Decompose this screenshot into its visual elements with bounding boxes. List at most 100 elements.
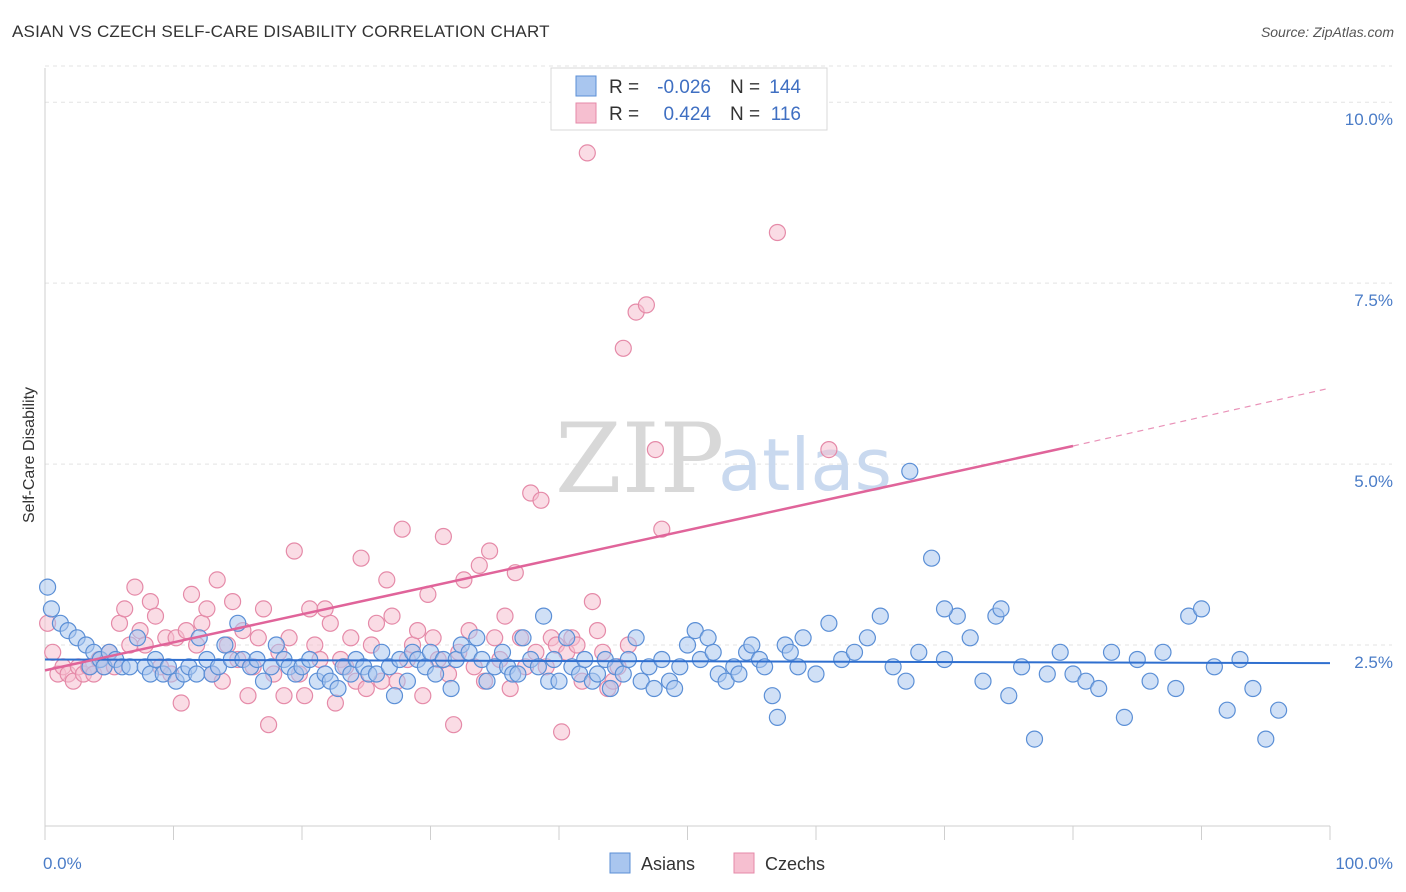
asian-point[interactable] <box>509 665 527 683</box>
czech-point[interactable] <box>141 592 159 611</box>
czech-point[interactable] <box>414 687 432 705</box>
czech-point[interactable] <box>653 520 671 538</box>
asian-point[interactable] <box>935 650 954 669</box>
asian-point[interactable] <box>632 672 650 690</box>
czech-point[interactable] <box>321 614 339 632</box>
asian-point[interactable] <box>935 600 954 618</box>
asian-point[interactable] <box>1102 643 1121 661</box>
asian-point[interactable] <box>1257 730 1275 748</box>
asian-point[interactable] <box>1038 665 1056 683</box>
asian-point[interactable] <box>1128 650 1146 669</box>
bottom-legend-czechs[interactable]: Czechs <box>765 854 825 874</box>
asian-point[interactable] <box>974 672 992 690</box>
asian-point[interactable] <box>1000 687 1018 705</box>
czech-point[interactable] <box>110 614 129 632</box>
asian-point[interactable] <box>254 672 273 690</box>
asian-point[interactable] <box>1192 600 1211 618</box>
czech-point[interactable] <box>393 520 411 538</box>
asian-point[interactable] <box>1154 643 1172 661</box>
asian-point[interactable] <box>807 665 825 683</box>
asian-point[interactable] <box>121 658 139 676</box>
czech-point[interactable] <box>126 578 144 596</box>
czech-point[interactable] <box>424 629 442 647</box>
asian-point[interactable] <box>1244 679 1262 698</box>
czech-point[interactable] <box>280 629 298 647</box>
czech-point[interactable] <box>182 585 201 604</box>
asian-point[interactable] <box>858 629 877 647</box>
czech-point[interactable] <box>532 491 550 509</box>
asian-point[interactable] <box>38 578 57 596</box>
czech-point[interactable] <box>445 716 463 734</box>
asian-point[interactable] <box>128 629 147 647</box>
czech-point[interactable] <box>172 694 190 712</box>
czech-point[interactable] <box>434 527 452 546</box>
asian-point[interactable] <box>794 629 812 647</box>
asian-point[interactable] <box>1051 643 1069 661</box>
czech-point[interactable] <box>588 621 607 640</box>
asian-point[interactable] <box>678 636 697 654</box>
asian-point[interactable] <box>534 607 553 625</box>
asian-point[interactable] <box>730 665 748 683</box>
czech-point[interactable] <box>496 607 514 625</box>
czech-point[interactable] <box>208 571 226 589</box>
asian-point[interactable] <box>645 679 663 698</box>
asian-point[interactable] <box>833 650 851 669</box>
czech-point[interactable] <box>367 614 386 632</box>
asian-point[interactable] <box>588 665 607 683</box>
asian-point[interactable] <box>961 629 979 647</box>
asian-point[interactable] <box>550 672 568 690</box>
asian-point[interactable] <box>601 679 620 698</box>
czech-point[interactable] <box>637 296 656 314</box>
asian-point[interactable] <box>743 636 761 654</box>
asian-point[interactable] <box>545 650 563 669</box>
asian-point[interactable] <box>901 462 919 480</box>
asian-point[interactable] <box>614 665 632 683</box>
asian-point[interactable] <box>1012 658 1031 676</box>
bottom-legend-asians[interactable]: Asians <box>641 854 695 874</box>
asian-point[interactable] <box>1115 708 1134 727</box>
czech-point[interactable] <box>378 571 396 589</box>
czech-point[interactable] <box>285 542 303 560</box>
asian-point[interactable] <box>262 658 280 676</box>
asian-point[interactable] <box>398 672 416 690</box>
czech-point[interactable] <box>583 592 602 611</box>
czech-point[interactable] <box>306 636 324 654</box>
asian-point[interactable] <box>529 658 548 676</box>
czech-point[interactable] <box>352 549 370 567</box>
asian-point[interactable] <box>619 650 638 669</box>
czech-point[interactable] <box>614 339 632 357</box>
czech-point[interactable] <box>342 629 360 647</box>
asian-point[interactable] <box>159 658 177 676</box>
asian-point[interactable] <box>1269 701 1288 719</box>
asian-point[interactable] <box>871 607 889 625</box>
asian-point[interactable] <box>558 629 576 647</box>
asian-point[interactable] <box>699 629 717 647</box>
czech-point[interactable] <box>501 679 519 698</box>
asian-point[interactable] <box>1218 701 1236 719</box>
asian-point[interactable] <box>1180 607 1198 625</box>
asian-point[interactable] <box>768 708 787 727</box>
czech-point[interactable] <box>470 556 488 575</box>
asian-point[interactable] <box>329 679 347 698</box>
asian-point[interactable] <box>1025 730 1044 748</box>
asian-point[interactable] <box>755 658 774 676</box>
asian-point[interactable] <box>992 600 1010 618</box>
czech-point[interactable] <box>326 694 344 712</box>
czech-point[interactable] <box>224 592 242 611</box>
asian-point[interactable] <box>704 643 722 661</box>
czech-point[interactable] <box>481 542 499 560</box>
czech-point[interactable] <box>275 687 293 705</box>
asian-point[interactable] <box>691 650 710 669</box>
asian-point[interactable] <box>42 600 61 618</box>
asian-point[interactable] <box>948 607 966 625</box>
asian-point[interactable] <box>478 672 496 690</box>
asian-point[interactable] <box>763 687 781 705</box>
asian-point[interactable] <box>781 643 799 661</box>
asian-point[interactable] <box>1167 679 1185 698</box>
asian-point[interactable] <box>1090 679 1108 698</box>
czech-point[interactable] <box>357 679 375 698</box>
czech-point[interactable] <box>486 629 504 647</box>
czech-point[interactable] <box>239 687 257 705</box>
czech-point[interactable] <box>296 687 314 705</box>
czech-point[interactable] <box>146 607 165 625</box>
